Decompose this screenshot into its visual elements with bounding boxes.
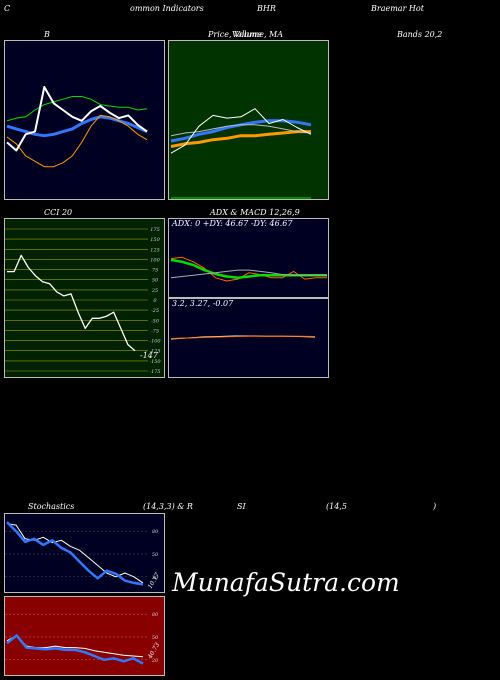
- cci-tick-label: 125: [150, 247, 160, 253]
- stoch-tick-label: 80: [152, 529, 159, 535]
- label-stoch-params: (14,3,3) & R: [143, 502, 193, 511]
- adx-plot: [170, 256, 327, 282]
- label-bands: Bands 20,2: [397, 30, 443, 39]
- macd-plot: [170, 335, 316, 340]
- cci-plot: 175 150 125 100 75 50 25 0 -25 -50 -75 -100 -125 -150…: [5, 227, 161, 375]
- bollinger-price-line: [6, 86, 148, 152]
- header-common-indicators: ommon Indicators: [130, 4, 204, 13]
- rsi-tick-label: 20: [151, 658, 159, 664]
- bollinger-lower-line: [6, 114, 148, 168]
- price-ma-grey-line: [170, 124, 312, 137]
- bollinger-panel: [4, 40, 165, 200]
- cci-tick-label: 50: [152, 278, 159, 284]
- stoch-tick-label: 20: [151, 575, 159, 581]
- label-bollinger-b: B: [44, 30, 50, 39]
- header-symbol: BHR: [257, 4, 276, 13]
- rsi-last-value: 40.73: [146, 641, 161, 660]
- cci-line: [7, 254, 136, 352]
- macd-signal-line: [170, 335, 316, 339]
- bollinger-upper-line: [6, 96, 148, 122]
- label-close-paren: ): [433, 502, 437, 511]
- cci-tick-label: 25: [151, 288, 158, 294]
- cci-tick-label: 75: [152, 268, 158, 274]
- cci-panel: 175 150 125 100 75 50 25 0 -25 -50 -75 -100 -125 -150…: [4, 218, 165, 378]
- label-si: SI: [237, 502, 246, 511]
- cci-tick-label: -150: [149, 359, 161, 365]
- cci-tick-label: -75: [151, 328, 159, 334]
- rsi-ma-line: [6, 634, 144, 665]
- stoch-d-line: [6, 521, 144, 586]
- label-rsi-params: (14,5: [326, 502, 347, 511]
- cci-tick-label: -125: [149, 349, 160, 355]
- cci-tick-label: 100: [150, 257, 160, 263]
- cci-tick-label: -50: [151, 318, 160, 324]
- cci-tick-label: -100: [149, 339, 161, 345]
- label-cci: CCI 20: [44, 208, 73, 217]
- label-price-volume-ma: Price, Volume, MA: [208, 30, 284, 39]
- watermark: MunafaSutra.com: [172, 568, 400, 597]
- rsi-line: [6, 635, 144, 658]
- price-ma-orange-line: [170, 130, 311, 148]
- macd-values-text: 3.2, 3.27, -0.07: [172, 299, 234, 308]
- cci-tick-label: 150: [150, 237, 160, 243]
- adx-panel: [168, 218, 329, 298]
- label-stochastics: Stochastics: [28, 502, 75, 511]
- stochastics-panel: 80 50 20 10.17: [4, 513, 165, 593]
- cci-tick-label: -175: [149, 369, 160, 375]
- adx-line: [170, 269, 327, 279]
- macd-panel: [168, 298, 329, 378]
- label-adx-macd: ADX & MACD 12,26,9: [210, 208, 300, 217]
- price-ma-panel: [168, 40, 329, 200]
- header-company: Braemar Hot: [371, 4, 424, 13]
- header-c: C: [4, 4, 11, 13]
- label-volume-overlay: Volume: [232, 30, 262, 39]
- bollinger-plot: [6, 86, 148, 168]
- rsi-panel: 80 50 20 40.73: [4, 596, 165, 676]
- stoch-last-value: 10.17: [147, 571, 162, 590]
- stoch-k-line: [6, 523, 144, 584]
- adx-plus-di-line: [170, 256, 327, 282]
- cci-tick-label: -25: [151, 308, 159, 314]
- cci-tick-label: 175: [150, 227, 160, 233]
- adx-values-text: ADX: 0 +DY: 46.67 -DY: 46.67: [172, 219, 293, 228]
- rsi-tick-label: 50: [152, 635, 159, 641]
- price-ma-plot: [170, 108, 312, 199]
- rsi-tick-label: 80: [152, 612, 159, 618]
- cci-tick-label: 0: [153, 298, 157, 304]
- cci-last-value: -147: [140, 351, 159, 360]
- price-line: [170, 108, 312, 154]
- stoch-tick-label: 50: [152, 552, 159, 558]
